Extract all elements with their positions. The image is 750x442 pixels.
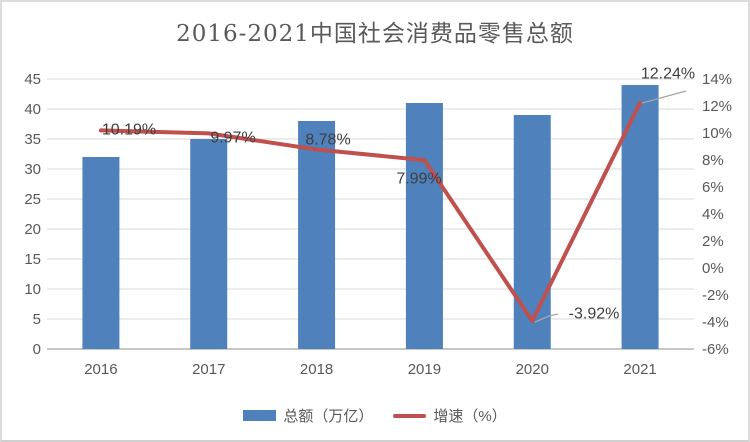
right-axis-tick-label: 14% (702, 71, 732, 88)
left-axis-tick-label: 20 (24, 221, 41, 238)
data-label-leader-line (641, 90, 687, 104)
x-axis-category-label: 2021 (623, 361, 656, 378)
growth-line (98, 100, 643, 323)
growth-data-label: 7.99% (396, 170, 441, 187)
x-axis-category-label: 2016 (84, 361, 117, 378)
bar-total (82, 157, 120, 349)
left-axis-tick-label: 15 (24, 251, 41, 268)
left-axis-tick-label: 40 (24, 101, 41, 118)
bar-total (298, 121, 336, 349)
growth-data-label: 8.78% (305, 131, 350, 148)
left-axis-tick-label: 10 (24, 281, 41, 298)
left-axis-tick-label: 0 (33, 341, 41, 358)
legend-label-growth: 增速（%） (433, 408, 507, 425)
bar-total (190, 139, 228, 349)
right-axis-tick-label: -6% (702, 341, 729, 358)
left-axis-tick-label: 30 (24, 161, 41, 178)
chart-legend: 总额（万亿） 增速（%） (2, 405, 748, 426)
growth-data-label: 10.19% (102, 121, 156, 138)
right-axis-tick-label: -2% (702, 287, 729, 304)
x-axis-category-label: 2019 (408, 361, 441, 378)
legend-item-growth: 增速（%） (393, 405, 507, 426)
left-axis-tick-label: 35 (24, 131, 41, 148)
growth-data-label: -3.92% (569, 305, 620, 322)
right-axis-tick-label: 2% (702, 233, 724, 250)
right-axis-tick-label: 6% (702, 179, 724, 196)
bar-series-swatch-icon (243, 410, 277, 421)
left-axis-tick-label: 45 (24, 71, 41, 88)
x-axis-category-label: 2017 (192, 361, 225, 378)
legend-item-total: 总额（万亿） (243, 405, 373, 426)
legend-label-total: 总额（万亿） (283, 408, 374, 425)
right-axis-tick-label: 12% (702, 98, 732, 115)
left-axis-tick-label: 5 (33, 311, 41, 328)
chart-title: 2016-2021中国社会消费品零售总额 (176, 21, 574, 47)
bar-total (513, 115, 551, 349)
growth-data-label: 12.24% (641, 65, 695, 82)
x-axis-category-label: 2018 (300, 361, 333, 378)
growth-data-label: 9.97% (210, 129, 255, 146)
right-axis-tick-label: 0% (702, 260, 724, 277)
right-axis-tick-label: 10% (702, 125, 732, 142)
x-axis-category-label: 2020 (516, 361, 549, 378)
data-label-leader-line (534, 313, 559, 323)
left-axis-tick-label: 25 (24, 191, 41, 208)
right-axis-tick-label: 8% (702, 152, 724, 169)
bar-total (405, 103, 443, 349)
right-axis-tick-label: -4% (702, 314, 729, 331)
line-series-swatch-icon (393, 413, 427, 418)
right-axis-tick-label: 4% (702, 206, 724, 223)
